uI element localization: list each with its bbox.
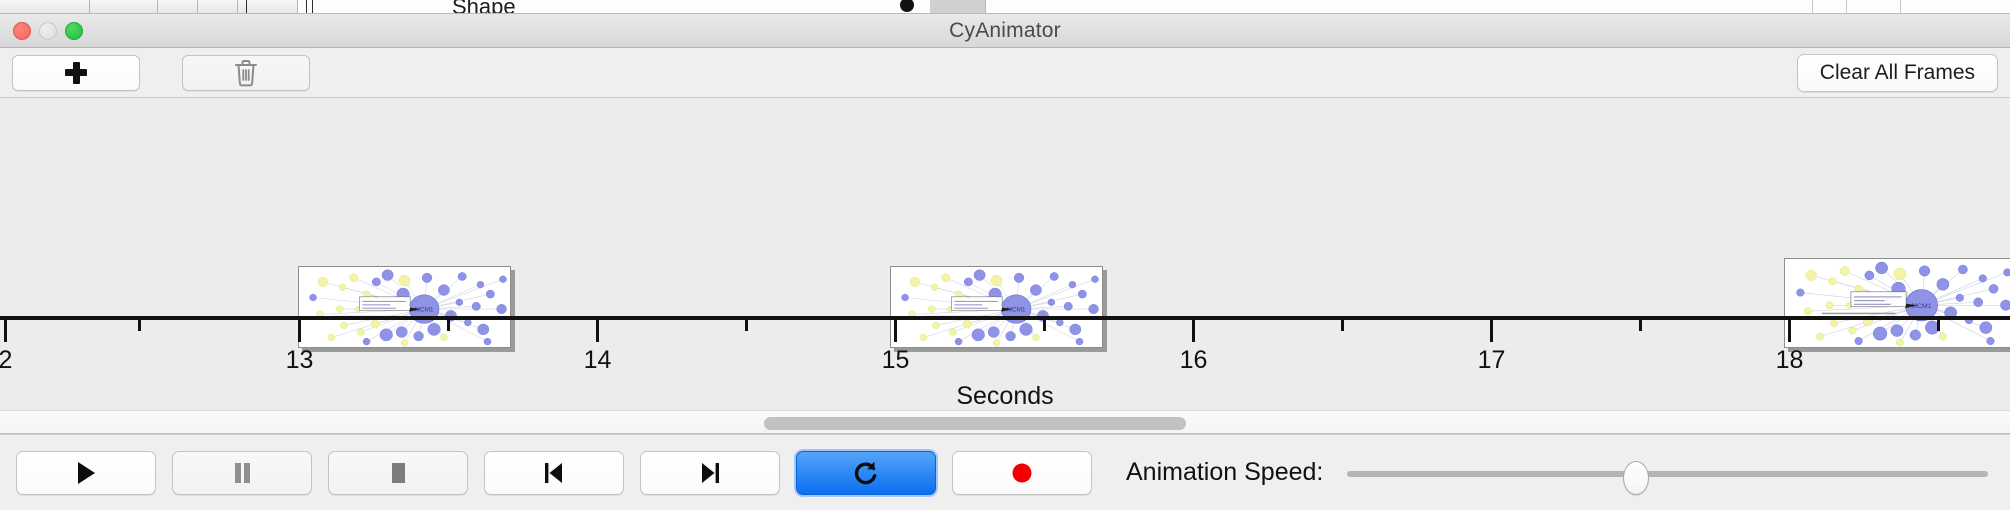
cyanimator-window: CyAnimator Clear All Frames MCM1 MCM1 MCM1… [0,14,2010,510]
background-tick [312,0,313,13]
timeline-panel[interactable]: MCM1 MCM1 MCM1 2 13 14 15 16 17 18 Seconds [0,98,2010,434]
axis-tick [1639,320,1642,331]
zoom-button[interactable] [65,21,83,40]
window-title: CyAnimator [949,18,1061,42]
play-icon [78,461,95,484]
axis-tick-label: 2 [0,346,13,374]
stop-button[interactable] [328,450,468,495]
pause-button[interactable] [172,450,312,495]
loop-button[interactable] [796,450,936,495]
trash-icon [235,59,257,86]
minimize-button[interactable] [39,21,57,40]
animation-speed-slider[interactable] [1347,451,1988,495]
frame-thumbnail-1[interactable]: MCM1 [298,266,515,352]
timeline-axis: 2 13 14 15 16 17 18 Seconds [0,316,2010,412]
record-icon [1012,463,1032,482]
background-tab [930,0,986,13]
background-tab [238,0,298,13]
frame-image: MCM1 [890,266,1103,348]
background-tick [1900,0,1901,13]
stop-icon [392,462,405,483]
network-graph: MCM1 [901,269,1099,347]
slider-track [1347,470,1988,477]
delete-frame-button[interactable] [182,54,310,91]
axis-tick-label: 13 [285,346,314,374]
pause-icon [235,462,250,483]
axis-tick [596,320,599,342]
axis-tick [138,320,141,331]
axis-tick-label: 17 [1477,346,1506,374]
axis-tick [1043,320,1046,331]
slider-thumb[interactable] [1622,460,1649,495]
plus-icon [65,61,87,84]
axis-tick [1192,320,1195,342]
axis-tick-label: 18 [1775,346,1804,374]
axis-tick-label: 16 [1179,346,1208,374]
frames-track: MCM1 MCM1 MCM1 [0,98,2010,352]
axis-tick [1937,320,1940,331]
scrollbar-thumb[interactable] [763,417,1186,430]
playback-toolbar: Animation Speed: [0,434,2010,510]
record-button[interactable] [952,450,1092,495]
title-bar: CyAnimator [0,14,2010,48]
background-window-label: Shape [452,0,516,14]
frame-toolbar: Clear All Frames [0,48,2010,98]
axis-tick [1341,320,1344,331]
axis-tick [1490,320,1493,342]
axis-tick-label: 15 [881,346,910,374]
background-tab [158,0,198,13]
network-graph: MCM1 [1796,261,2010,347]
skip-back-icon [545,462,562,483]
loop-icon [854,461,877,484]
close-button[interactable] [13,21,31,40]
frame-thumbnail-3[interactable]: MCM1 [1784,258,2010,352]
axis-tick [298,320,301,342]
axis-title: Seconds [956,382,1054,410]
axis-tick [745,320,748,331]
animation-speed-label: Animation Speed: [1126,458,1324,486]
background-tick [1846,0,1847,13]
background-tab [0,0,90,13]
background-window: Shape [0,0,2010,14]
background-tick [246,0,247,13]
axis-tick-label: 14 [583,346,612,374]
background-tab [198,0,238,13]
axis-tick [4,320,7,342]
horizontal-scrollbar[interactable] [0,410,2010,434]
frame-image: MCM1 [1784,258,2010,348]
add-frame-button[interactable] [12,54,140,91]
background-tick [306,0,307,13]
skip-start-button[interactable] [484,450,624,495]
skip-end-button[interactable] [640,450,780,495]
axis-line [0,316,2010,320]
clear-all-frames-button[interactable]: Clear All Frames [1796,53,1998,92]
svg-text:MCM1: MCM1 [415,306,434,313]
play-button[interactable] [16,450,156,495]
background-tick [1812,0,1813,13]
background-marker [900,0,914,12]
window-controls [13,21,83,40]
skip-forward-icon [702,462,719,483]
axis-tick [1788,320,1791,342]
background-tab [78,0,158,13]
axis-tick [894,320,897,342]
axis-tick [447,320,450,331]
svg-text:MCM1: MCM1 [1007,306,1026,313]
svg-text:MCM1: MCM1 [1911,303,1932,310]
frame-thumbnail-2[interactable]: MCM1 [890,266,1107,352]
